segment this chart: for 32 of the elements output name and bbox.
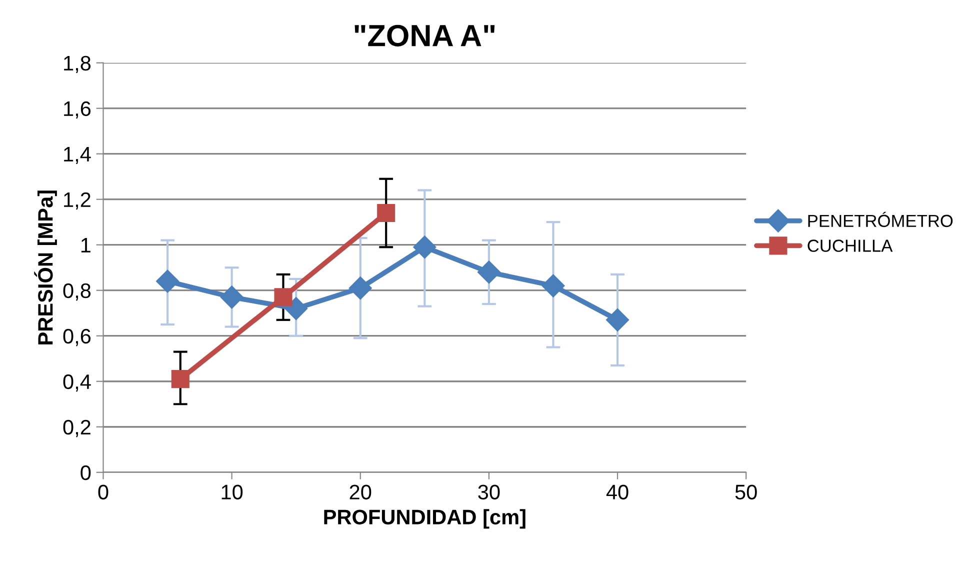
x-tick-label: 50	[735, 484, 757, 500]
y-tick-label: 1,8	[64, 56, 91, 74]
y-tick-label: 0,8	[63, 283, 91, 301]
y-tick-label: 0	[80, 465, 91, 480]
y-tick-label: 1,2	[64, 192, 90, 210]
y-tick-label: 1	[81, 238, 90, 252]
point	[542, 274, 565, 298]
x-tick-label: 0	[98, 484, 108, 500]
x-tick-label: 20	[350, 484, 372, 500]
point	[413, 236, 436, 259]
point	[377, 204, 396, 222]
point	[284, 297, 308, 320]
point	[220, 286, 244, 309]
x-axis-title: PROFUNDIDAD [cm]	[324, 509, 526, 529]
legend-label: CUCHILLA	[808, 240, 893, 252]
y-tick-label: 0,6	[63, 328, 91, 346]
point	[477, 260, 500, 284]
x-tick-label: 30	[478, 484, 500, 500]
chart-title: "ZONA A"	[354, 24, 495, 46]
y-tick-label: 0,4	[63, 374, 91, 392]
point	[171, 370, 190, 388]
x-tick-label: 40	[606, 484, 628, 500]
x-tick-label: 10	[222, 484, 243, 500]
point	[348, 276, 372, 300]
y-tick-label: 1,6	[64, 101, 91, 119]
point	[156, 270, 180, 293]
y-tick-label: 1,4	[64, 147, 91, 164]
point	[606, 308, 630, 332]
legend-label: PENETRÓMETRO	[808, 212, 953, 228]
point	[274, 288, 292, 306]
y-tick-label: 0,2	[63, 420, 90, 438]
y-axis-title: PRESIÓN [MPa]	[34, 190, 57, 344]
